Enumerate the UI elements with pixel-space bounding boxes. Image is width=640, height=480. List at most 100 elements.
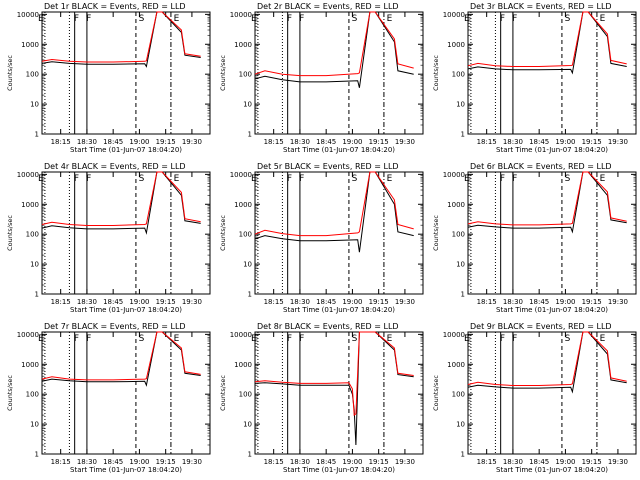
events-series-line bbox=[254, 331, 414, 446]
y-tick-label: 1 bbox=[461, 131, 465, 139]
interval-flag-e: E bbox=[174, 334, 180, 344]
x-axis-label: Start Time (01-Jun-07 18:04:20) bbox=[70, 146, 182, 154]
x-tick-label: 18:15 bbox=[51, 298, 71, 306]
x-tick-label: 18:15 bbox=[477, 298, 497, 306]
x-tick-label: 18:45 bbox=[529, 458, 549, 466]
panel-title: Det 5r BLACK = Events, RED = LLD bbox=[257, 162, 399, 171]
interval-flag-e: E bbox=[251, 174, 257, 184]
plot-frame bbox=[254, 171, 424, 295]
x-tick-label: 19:30 bbox=[608, 138, 628, 146]
y-tick-label: 1 bbox=[248, 291, 252, 299]
lld-series-line bbox=[467, 171, 627, 226]
x-tick-label: 18:45 bbox=[316, 138, 336, 146]
x-tick-label: 19:15 bbox=[582, 138, 602, 146]
y-tick-label: 1 bbox=[35, 131, 39, 139]
plot-frame bbox=[467, 331, 637, 455]
x-tick-label: 19:00 bbox=[129, 298, 149, 306]
interval-flag-f: F bbox=[500, 174, 505, 184]
interval-flag-s: S bbox=[352, 334, 358, 344]
y-tick-label: 1000 bbox=[234, 201, 252, 209]
x-tick-label: 19:00 bbox=[555, 458, 575, 466]
interval-flag-s: S bbox=[352, 14, 358, 24]
x-tick-label: 19:00 bbox=[342, 138, 362, 146]
plot-frame bbox=[41, 11, 211, 135]
x-axis-label: Start Time (01-Jun-07 18:04:20) bbox=[283, 146, 395, 154]
x-tick-label: 18:15 bbox=[51, 458, 71, 466]
y-tick-label: 10 bbox=[456, 101, 465, 109]
interval-flag-f: F bbox=[287, 14, 292, 24]
interval-flag-s: S bbox=[565, 14, 571, 24]
y-tick-label: 100 bbox=[26, 71, 39, 79]
plot-frame bbox=[254, 11, 424, 135]
y-axis-label: Counts/sec bbox=[219, 375, 227, 411]
x-axis-label: Start Time (01-Jun-07 18:04:20) bbox=[283, 306, 395, 314]
x-tick-label: 19:30 bbox=[395, 138, 415, 146]
y-axis-label: Counts/sec bbox=[432, 375, 440, 411]
x-tick-label: 19:15 bbox=[156, 458, 176, 466]
interval-flag-s: S bbox=[565, 334, 571, 344]
interval-flag-s: S bbox=[139, 14, 145, 24]
y-tick-label: 10 bbox=[30, 261, 39, 269]
interval-flag-f: F bbox=[512, 14, 517, 24]
lld-series-line bbox=[41, 11, 201, 63]
interval-flag-e: E bbox=[38, 14, 44, 24]
interval-flag-e: E bbox=[38, 334, 44, 344]
y-axis-label: Counts/sec bbox=[6, 215, 14, 251]
detector-panel-6: Det 6r BLACK = Events, RED = LLD 1 10 100 10… bbox=[432, 162, 637, 314]
y-tick-label: 100 bbox=[239, 391, 252, 399]
x-tick-label: 19:30 bbox=[608, 458, 628, 466]
panel-title: Det 2r BLACK = Events, RED = LLD bbox=[257, 2, 399, 11]
y-tick-label: 100 bbox=[452, 231, 465, 239]
y-tick-label: 10000 bbox=[443, 171, 465, 179]
interval-flag-e: E bbox=[600, 174, 606, 184]
interval-flag-e: E bbox=[464, 14, 470, 24]
lld-series-line bbox=[467, 11, 627, 67]
detector-panel-9: Det 9r BLACK = Events, RED = LLD 1 10 100 10… bbox=[432, 322, 637, 474]
x-tick-label: 18:15 bbox=[264, 458, 284, 466]
x-tick-label: 18:45 bbox=[529, 298, 549, 306]
x-axis-label: Start Time (01-Jun-07 18:04:20) bbox=[496, 306, 608, 314]
y-tick-label: 1000 bbox=[447, 201, 465, 209]
interval-flag-f: F bbox=[74, 334, 79, 344]
y-tick-label: 10 bbox=[456, 261, 465, 269]
y-tick-label: 10000 bbox=[17, 171, 39, 179]
interval-flag-s: S bbox=[139, 334, 145, 344]
x-tick-label: 18:45 bbox=[316, 298, 336, 306]
interval-flag-e: E bbox=[464, 334, 470, 344]
y-tick-label: 10000 bbox=[443, 11, 465, 19]
x-tick-label: 19:00 bbox=[342, 458, 362, 466]
y-tick-label: 100 bbox=[239, 71, 252, 79]
x-tick-label: 18:45 bbox=[103, 458, 123, 466]
x-tick-label: 18:30 bbox=[503, 138, 523, 146]
x-tick-label: 19:00 bbox=[129, 138, 149, 146]
y-tick-label: 10000 bbox=[17, 11, 39, 19]
x-tick-label: 18:15 bbox=[264, 298, 284, 306]
x-tick-label: 19:15 bbox=[369, 298, 389, 306]
y-tick-label: 10 bbox=[243, 261, 252, 269]
y-tick-label: 1 bbox=[248, 131, 252, 139]
x-tick-label: 19:30 bbox=[395, 458, 415, 466]
interval-flag-f: F bbox=[74, 174, 79, 184]
lld-series-line bbox=[254, 171, 414, 237]
x-tick-label: 18:30 bbox=[77, 138, 97, 146]
panel-title: Det 4r BLACK = Events, RED = LLD bbox=[44, 162, 186, 171]
y-tick-label: 1000 bbox=[234, 41, 252, 49]
y-tick-label: 1 bbox=[248, 451, 252, 459]
interval-flag-e: E bbox=[38, 174, 44, 184]
x-tick-label: 19:00 bbox=[555, 298, 575, 306]
detector-panel-3: Det 3r BLACK = Events, RED = LLD 1 10 100 10… bbox=[432, 2, 637, 154]
interval-flag-e: E bbox=[387, 174, 393, 184]
x-tick-label: 18:15 bbox=[51, 138, 71, 146]
y-tick-label: 10000 bbox=[230, 331, 252, 339]
detector-panel-2: Det 2r BLACK = Events, RED = LLD 1 10 100 10… bbox=[219, 2, 424, 154]
y-tick-label: 10 bbox=[456, 421, 465, 429]
y-tick-label: 1000 bbox=[21, 361, 39, 369]
x-tick-label: 18:45 bbox=[103, 298, 123, 306]
interval-flag-f: F bbox=[299, 334, 304, 344]
y-tick-label: 10000 bbox=[230, 11, 252, 19]
y-axis-label: Counts/sec bbox=[432, 55, 440, 91]
y-tick-label: 100 bbox=[239, 231, 252, 239]
y-tick-label: 10 bbox=[30, 421, 39, 429]
x-tick-label: 18:30 bbox=[77, 298, 97, 306]
interval-flag-e: E bbox=[600, 334, 606, 344]
